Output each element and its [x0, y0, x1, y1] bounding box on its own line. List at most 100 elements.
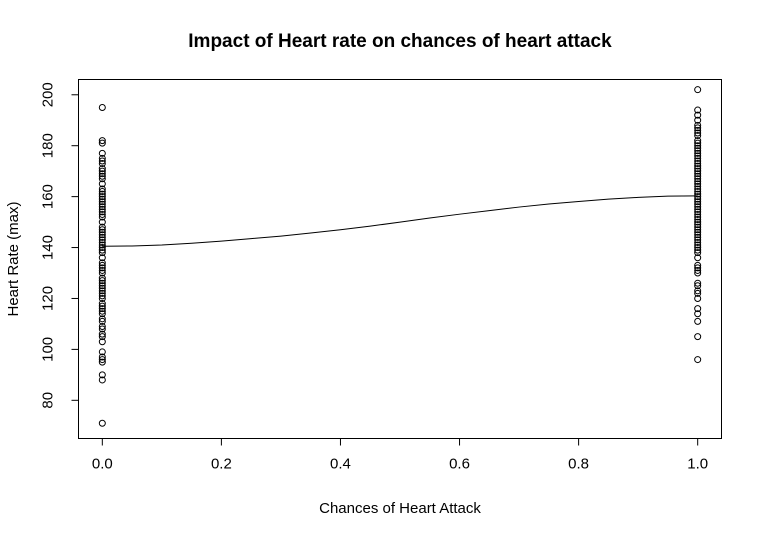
y-tick-label: 140	[40, 235, 57, 260]
data-point	[694, 177, 702, 185]
x-tick-label: 0.2	[211, 456, 232, 473]
data-point	[694, 221, 702, 229]
data-point	[98, 195, 106, 203]
data-point	[98, 261, 106, 269]
data-point	[98, 274, 106, 282]
data-point	[98, 249, 106, 257]
data-point	[98, 358, 106, 366]
data-point	[98, 244, 106, 252]
data-point	[694, 310, 702, 318]
data-point	[98, 228, 106, 236]
data-point	[694, 170, 702, 178]
y-tick-label: 120	[40, 286, 57, 311]
data-point	[98, 246, 106, 254]
y-axis-label: Heart Rate (max)	[5, 201, 22, 316]
data-point	[98, 289, 106, 297]
data-point	[694, 228, 702, 236]
data-point	[694, 175, 702, 183]
data-point	[694, 226, 702, 234]
data-point	[694, 210, 702, 218]
data-point	[98, 154, 106, 162]
data-point	[98, 233, 106, 241]
data-point	[694, 266, 702, 274]
data-point	[694, 241, 702, 249]
data-point	[98, 208, 106, 216]
data-point	[98, 241, 106, 249]
data-point	[98, 190, 106, 198]
y-axis: 80 100 120 140 160 180 200	[40, 82, 79, 409]
data-point	[694, 167, 702, 175]
data-point	[98, 200, 106, 208]
data-point	[98, 223, 106, 231]
data-point	[98, 210, 106, 218]
data-point	[98, 157, 106, 165]
data-point	[694, 216, 702, 224]
data-point	[98, 167, 106, 175]
data-point	[694, 246, 702, 254]
data-point	[98, 104, 106, 112]
data-point	[694, 185, 702, 193]
data-point	[694, 160, 702, 168]
data-point	[694, 116, 702, 124]
data-points	[98, 86, 702, 427]
data-point	[694, 172, 702, 180]
data-point	[694, 233, 702, 241]
data-point	[98, 322, 106, 330]
data-point	[98, 325, 106, 333]
data-point	[98, 282, 106, 290]
data-point	[98, 198, 106, 206]
data-point	[694, 261, 702, 269]
data-point	[98, 231, 106, 239]
data-point	[694, 182, 702, 190]
data-point	[98, 139, 106, 147]
data-point	[694, 162, 702, 170]
data-point	[98, 277, 106, 285]
data-point	[98, 160, 106, 168]
data-point	[98, 302, 106, 310]
data-point	[694, 356, 702, 364]
data-point	[694, 180, 702, 188]
data-point	[98, 165, 106, 173]
data-point	[98, 238, 106, 246]
x-tick-label: 0.6	[449, 456, 470, 473]
data-point	[694, 190, 702, 198]
x-tick-label: 1.0	[687, 456, 708, 473]
data-point	[98, 170, 106, 178]
data-point	[694, 111, 702, 119]
data-point	[694, 269, 702, 277]
data-point	[98, 149, 106, 157]
data-point	[694, 244, 702, 252]
data-point	[98, 269, 106, 277]
data-point	[98, 371, 106, 379]
trend-line	[102, 195, 698, 247]
data-point	[694, 200, 702, 208]
data-point	[98, 315, 106, 323]
data-point	[694, 305, 702, 313]
data-point	[694, 223, 702, 231]
data-point	[694, 149, 702, 157]
x-tick-label: 0.0	[92, 456, 113, 473]
data-point	[98, 292, 106, 300]
data-point	[694, 147, 702, 155]
data-point	[694, 193, 702, 201]
data-point	[694, 317, 702, 325]
y-tick-label: 160	[40, 184, 57, 209]
plot-area-frame	[78, 79, 722, 439]
data-point	[694, 124, 702, 132]
data-point	[694, 142, 702, 150]
y-tick-label: 100	[40, 337, 57, 362]
data-point	[98, 218, 106, 226]
data-point	[98, 172, 106, 180]
data-point	[98, 356, 106, 364]
x-tick-label: 0.8	[568, 456, 589, 473]
data-point	[694, 157, 702, 165]
data-point	[98, 259, 106, 267]
x-axis-label: Chances of Heart Attack	[319, 500, 481, 517]
data-point	[694, 254, 702, 262]
data-point	[694, 264, 702, 272]
data-point	[694, 213, 702, 221]
data-point	[694, 106, 702, 114]
x-tick-label: 0.4	[330, 456, 351, 473]
